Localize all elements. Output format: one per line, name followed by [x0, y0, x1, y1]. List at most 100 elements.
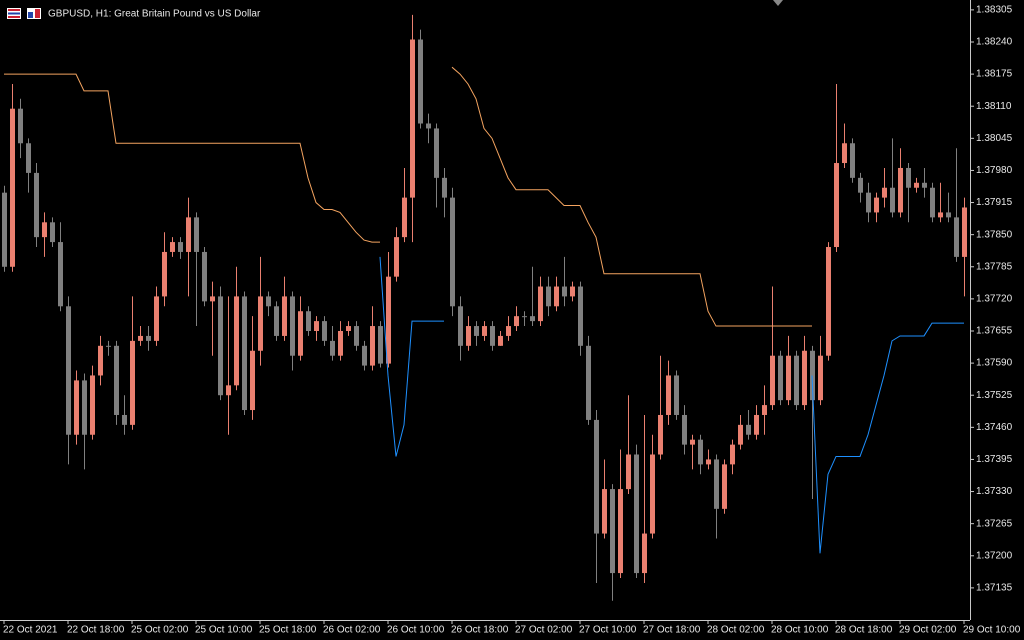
candle-body — [474, 326, 479, 336]
candle-body — [306, 311, 311, 331]
candle-body — [610, 489, 615, 574]
x-tick-label: 27 Oct 18:00 — [643, 625, 701, 636]
candle-body — [458, 306, 463, 346]
candle-body — [522, 316, 527, 318]
candle-body — [402, 197, 407, 238]
y-tick-label: 1.38305 — [976, 5, 1013, 16]
y-tick-label: 1.37785 — [976, 261, 1013, 272]
y-tick-label: 1.37460 — [976, 422, 1013, 433]
candle-body — [10, 108, 15, 267]
candle-body — [762, 405, 767, 415]
candle-body — [450, 197, 455, 307]
candle-body — [930, 187, 935, 218]
candle-body — [842, 143, 847, 164]
candle-body — [442, 177, 447, 198]
candle-body — [250, 350, 255, 411]
candle-body — [114, 345, 119, 415]
shift-marker — [773, 0, 783, 6]
candle-body — [538, 286, 543, 322]
candle-body — [946, 212, 951, 218]
candle-body — [938, 212, 943, 218]
candle-body — [74, 380, 79, 435]
candle-body — [954, 217, 959, 257]
y-tick-label: 1.37395 — [976, 454, 1013, 465]
candle-body — [106, 345, 111, 347]
candle-body — [218, 296, 223, 396]
candle-body — [794, 355, 799, 406]
icon — [27, 8, 41, 19]
y-tick-label: 1.37135 — [976, 583, 1013, 594]
y-tick-label: 1.38240 — [976, 37, 1013, 48]
candle-body — [90, 375, 95, 435]
x-tick-label: 28 Oct 18:00 — [835, 625, 893, 636]
candle-body — [154, 296, 159, 341]
candle-body — [266, 296, 271, 307]
candle-body — [66, 306, 71, 435]
x-tick-label: 26 Oct 10:00 — [387, 625, 445, 636]
x-tick-label: 27 Oct 02:00 — [515, 625, 573, 636]
candle-body — [338, 330, 343, 356]
candle-body — [714, 459, 719, 509]
candle-body — [898, 167, 903, 213]
candle-body — [778, 355, 783, 401]
candle-body — [314, 321, 319, 331]
candle-body — [882, 187, 887, 198]
candle-body — [274, 306, 279, 336]
icon — [35, 9, 40, 18]
candle-body — [186, 217, 191, 252]
candle-body — [162, 251, 167, 297]
candle-body — [426, 123, 431, 129]
x-tick-label: 22 Oct 18:00 — [67, 625, 125, 636]
candle-body — [98, 345, 103, 376]
candle-body — [594, 419, 599, 534]
x-tick-label: 27 Oct 10:00 — [579, 625, 637, 636]
candle-body — [626, 454, 631, 490]
y-tick-label: 1.37850 — [976, 229, 1013, 240]
candle-body — [554, 286, 559, 307]
candle-body — [170, 242, 175, 252]
candle-body — [890, 187, 895, 213]
candle-body — [394, 237, 399, 277]
candle-body — [786, 355, 791, 401]
icon — [8, 12, 20, 15]
y-tick-label: 1.37720 — [976, 294, 1013, 305]
candle-body — [26, 143, 31, 173]
candle-body — [578, 286, 583, 346]
candle-body — [690, 439, 695, 445]
x-tick-label: 28 Oct 10:00 — [771, 625, 829, 636]
candle-body — [858, 177, 863, 193]
candle-body — [490, 326, 495, 346]
candle-body — [906, 167, 911, 188]
candle-body — [530, 316, 535, 322]
candle-body — [722, 464, 727, 509]
candle-body — [802, 350, 807, 406]
candle-body — [434, 128, 439, 178]
y-tick-label: 1.37200 — [976, 550, 1013, 561]
candle-body — [634, 454, 639, 574]
icon — [8, 9, 20, 11]
candle-body — [586, 345, 591, 420]
candle-body — [130, 340, 135, 425]
x-tick-label: 25 Oct 10:00 — [195, 625, 253, 636]
candle-body — [50, 222, 55, 243]
candle-body — [234, 296, 239, 386]
candle-body — [354, 326, 359, 346]
y-tick-label: 1.37590 — [976, 358, 1013, 369]
candle-body — [746, 424, 751, 435]
candle-body — [178, 242, 183, 252]
candle-body — [730, 444, 735, 465]
candle-body — [386, 276, 391, 364]
candle-body — [226, 385, 231, 396]
candle-body — [506, 326, 511, 336]
candle-body — [498, 335, 503, 346]
y-tick-label: 1.37525 — [976, 390, 1013, 401]
y-tick-label: 1.38175 — [976, 69, 1013, 80]
candle-body — [650, 454, 655, 534]
candle-body — [570, 286, 575, 297]
candle-body — [922, 182, 927, 188]
candle-body — [914, 182, 919, 188]
plot-area — [2, 14, 967, 601]
candle-body — [482, 326, 487, 336]
